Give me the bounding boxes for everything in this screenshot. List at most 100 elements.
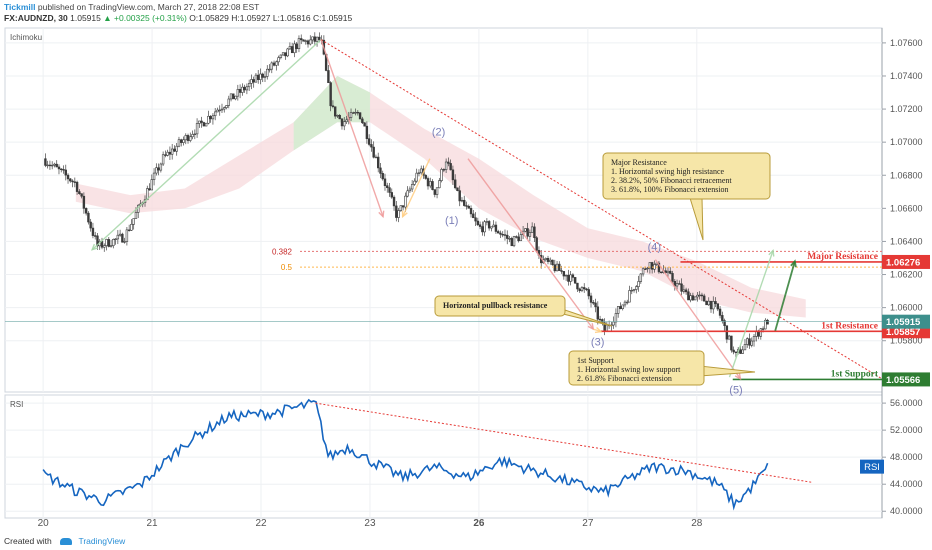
candle-body: [372, 146, 375, 158]
candle-body: [397, 210, 400, 218]
candle-body: [716, 303, 720, 310]
swing-arrow-orange-2-head: [594, 326, 603, 334]
price-tick-label: 1.07400: [890, 71, 923, 81]
level-price-text-1: 1.06276: [886, 257, 920, 268]
candle-body: [173, 148, 176, 152]
candle-body: [177, 139, 181, 147]
candle-body: [297, 38, 301, 50]
candle-body: [689, 295, 692, 301]
candle-body: [109, 245, 113, 247]
candle-body: [216, 109, 219, 113]
callout-first-support-line-3: 2. 61.8% Fibonacci extension: [577, 374, 672, 383]
candle-body: [707, 300, 710, 306]
candle-body: [223, 107, 226, 110]
candle-body: [331, 105, 335, 108]
rsi-panel-frame: [4, 394, 883, 519]
candle-body: [460, 199, 464, 202]
candle-body: [134, 212, 138, 219]
candle-body: [55, 163, 58, 168]
candle-body: [424, 174, 427, 179]
candle-body: [553, 264, 556, 272]
candle-body: [80, 193, 83, 197]
candle-body: [125, 229, 129, 242]
candle-body: [580, 287, 584, 292]
symbol-label: FX:AUDNZD, 30: [4, 13, 68, 23]
candlesticks: [44, 32, 769, 358]
swing-arrow-green-1-head: [90, 243, 99, 251]
published-text: published on TradingView.com, March 27, …: [37, 2, 260, 12]
callout-major-resistance-line-1: Major Resistance: [611, 158, 667, 167]
candle-body: [630, 289, 633, 292]
candle-body: [164, 154, 167, 156]
candle-body: [189, 136, 192, 141]
wave-label-3: (3): [591, 337, 604, 349]
rsi-tick-label: 56.0000: [890, 398, 923, 408]
candle-body: [284, 52, 287, 57]
callout-major-resistance-line-3: 2. 38.2%, 50% Fibonacci retracement: [611, 176, 732, 185]
level-name-1: Major Resistance: [807, 252, 878, 262]
candle-body: [739, 349, 742, 354]
tradingview-link[interactable]: TradingView: [78, 536, 126, 546]
ichimoku-cloud: [75, 75, 806, 318]
candle-body: [503, 234, 507, 236]
candle-body: [698, 294, 701, 297]
candle-body: [184, 135, 187, 141]
candle-body: [678, 283, 681, 285]
x-tick-label: 22: [255, 518, 267, 529]
candle-body: [576, 282, 579, 290]
wave-label-5: (5): [729, 385, 742, 397]
candle-body: [483, 221, 486, 233]
candle-body: [750, 340, 753, 346]
candle-body: [245, 86, 249, 91]
candle-body: [241, 86, 244, 93]
candle-body: [592, 302, 595, 304]
swing-arrow-green-2: [728, 250, 774, 378]
candle-body: [549, 259, 552, 262]
candle-body: [198, 120, 201, 124]
candle-body: [73, 181, 77, 183]
candle-body: [155, 167, 158, 174]
candle-body: [526, 228, 529, 237]
rsi-trendline: [315, 402, 812, 483]
candle-body: [628, 290, 631, 303]
candle-body: [195, 123, 199, 135]
candle-body: [345, 119, 348, 123]
candle-body: [293, 43, 296, 54]
candle-body: [227, 98, 230, 106]
candle-body: [313, 36, 317, 42]
candle-body: [399, 205, 403, 211]
candle-body: [349, 112, 353, 118]
current-price-text: 1.05915: [886, 317, 921, 328]
candle-body: [327, 70, 330, 83]
candle-body: [388, 187, 391, 193]
candle-body: [204, 122, 208, 127]
publisher-name[interactable]: Tickmill: [4, 2, 36, 12]
price-tick-label: 1.06800: [890, 170, 923, 180]
candle-body: [472, 213, 475, 219]
candle-body: [259, 73, 262, 80]
candle-body: [309, 39, 312, 45]
candle-body: [727, 335, 731, 340]
candle-body: [379, 167, 382, 174]
candle-body: [546, 258, 550, 262]
price-tick-label: 1.07000: [890, 137, 923, 147]
current-price-tag: [882, 314, 930, 329]
candle-body: [463, 199, 466, 206]
candle-body: [494, 224, 498, 232]
candle-body: [127, 229, 131, 231]
price-tick-label: 1.07200: [890, 104, 923, 114]
candle-body: [567, 274, 570, 282]
candle-body: [490, 226, 493, 229]
candle-body: [170, 148, 174, 155]
candle-body: [213, 111, 217, 117]
candle-body: [573, 277, 577, 284]
fib-level-label: 0.5: [281, 263, 293, 272]
candle-body: [420, 168, 423, 174]
candle-body: [238, 89, 242, 93]
candle-body: [202, 122, 206, 127]
candle-body: [48, 164, 52, 167]
swing-arrow-red-2: [467, 158, 594, 330]
candle-body: [635, 286, 638, 290]
candle-body: [515, 236, 518, 238]
candle-body: [519, 234, 523, 242]
